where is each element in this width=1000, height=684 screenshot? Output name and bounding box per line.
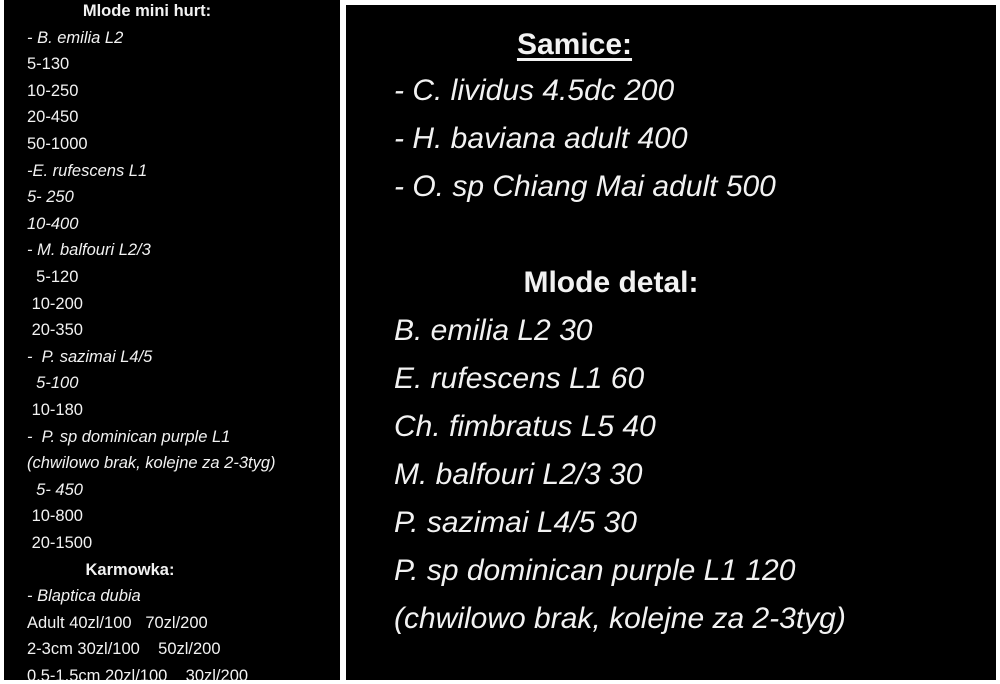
retail-price-list-panel: Samice: - C. lividus 4.5dc 200 - H. bavi… bbox=[346, 5, 996, 680]
price-list-line: - P. sazimai L4/5 bbox=[27, 347, 153, 366]
price-list-line: 2-3cm 30zl/100 50zl/200 bbox=[27, 640, 221, 659]
price-list-line: 10-250 bbox=[27, 81, 79, 100]
price-list-line: -E. rufescens L1 bbox=[27, 161, 148, 180]
detal-heading: Mlode detal: bbox=[523, 266, 699, 299]
samice-item: - O. sp Chiang Mai adult 500 bbox=[394, 170, 776, 203]
price-list-line: - B. emilia L2 bbox=[27, 28, 124, 47]
samice-heading: Samice: bbox=[516, 28, 633, 61]
price-list-line: 5- 250 bbox=[27, 188, 74, 207]
samice-item: - C. lividus 4.5dc 200 bbox=[394, 74, 675, 107]
price-list-line: 20-450 bbox=[27, 108, 79, 127]
detal-item: P. sp dominican purple L1 120 bbox=[394, 554, 796, 587]
price-list-line: 20-350 bbox=[27, 321, 83, 340]
detal-item: E. rufescens L1 60 bbox=[394, 362, 645, 395]
section-heading: Mlode mini hurt: bbox=[82, 2, 212, 20]
samice-item: - H. baviana adult 400 bbox=[394, 122, 688, 155]
detal-item: M. balfouri L2/3 30 bbox=[394, 458, 643, 491]
price-list-line: - M. balfouri L2/3 bbox=[27, 241, 151, 260]
price-list-line: 5-120 bbox=[27, 268, 79, 286]
price-list-line: 10-180 bbox=[27, 401, 83, 419]
price-list-line: 5-100 bbox=[27, 374, 79, 393]
price-list-line: 50-1000 bbox=[27, 135, 88, 153]
price-list-line: 20-1500 bbox=[27, 534, 93, 552]
price-list-line: 5- 450 bbox=[27, 480, 83, 499]
price-list-line: 10-200 bbox=[27, 294, 83, 313]
price-list-line: 5-130 bbox=[27, 55, 70, 74]
detal-item: B. emilia L2 30 bbox=[394, 314, 593, 347]
wholesale-price-list-panel: Mlode mini hurt: - B. emilia L2 5-130 10-25… bbox=[4, 0, 340, 680]
price-list-line: - P. sp dominican purple L1 bbox=[27, 427, 231, 446]
price-list-line: 0.5-1.5cm 20zl/100 30zl/200 bbox=[27, 667, 249, 680]
price-list-line: 10-800 bbox=[27, 507, 83, 526]
price-list-line: Adult 40zl/100 70zl/200 bbox=[27, 613, 208, 632]
detal-item: P. sazimai L4/5 30 bbox=[394, 506, 637, 539]
price-list-line: - Blaptica dubia bbox=[27, 587, 141, 606]
detal-item: (chwilowo brak, kolejne za 2-3tyg) bbox=[394, 602, 846, 635]
detal-item: Ch. fimbratus L5 40 bbox=[394, 410, 656, 443]
section-heading: Karmowka: bbox=[85, 560, 175, 579]
price-list-line: (chwilowo brak, kolejne za 2-3tyg) bbox=[27, 454, 276, 473]
price-list-line: 10-400 bbox=[27, 214, 79, 233]
